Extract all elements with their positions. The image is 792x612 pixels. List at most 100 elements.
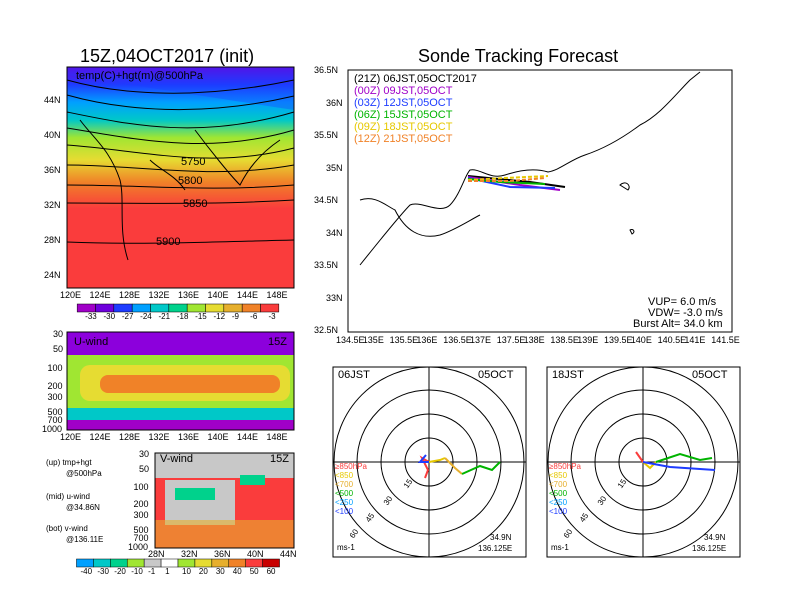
level-legend-entry: <700 [549, 480, 568, 489]
level-legend-entry: <250 [335, 498, 354, 507]
pressure-tick: 700 [133, 533, 149, 543]
track-legend-entry: (06Z) 15JST,05OCT [354, 109, 453, 121]
wind-colorbar-swatch [110, 558, 128, 568]
track-legend-entry: (09Z) 18JST,05OCT [354, 121, 453, 133]
lon-tick: 132E [148, 432, 170, 442]
lon-tick: 124E [89, 290, 111, 300]
temp-colorbar-swatch [150, 303, 170, 313]
vwind-frame [154, 452, 295, 549]
wind-colorbar-swatch [93, 558, 111, 568]
wind-colorbar-label: 1 [165, 567, 170, 576]
lat-tick: 32N [44, 200, 61, 210]
lat-tick: 36N [214, 549, 231, 559]
left-map-title: 15Z,04OCT2017 (init) [80, 46, 255, 66]
lon-tick: 132E [148, 290, 170, 300]
kii-coast [359, 198, 481, 237]
pressure-tick: 50 [139, 464, 150, 474]
pressure-tick: 500 [47, 407, 63, 417]
wind-colorbar-label: -30 [97, 567, 109, 576]
hodograph-1 [332, 366, 527, 558]
lat-tick: 32N [181, 549, 198, 559]
track-legend-entry: (12Z) 21JST,05OCT [354, 133, 453, 145]
hodo1-lat: 34.9N [490, 533, 512, 542]
lat-tick: 35.5N [314, 130, 339, 140]
wind-colorbar-swatch [177, 558, 196, 568]
temp-colorbar [76, 303, 280, 313]
lat-tick: 34N [326, 227, 343, 238]
temp-colorbar-swatch [113, 303, 133, 313]
lon-tick: 124E [89, 432, 111, 442]
temp-colorbar-label: -33 [85, 312, 97, 321]
temp-colorbar-swatch [205, 303, 225, 313]
legend-bot2: @136.11E [66, 535, 104, 544]
vwind-green [175, 488, 215, 500]
lat-tick: 44N [44, 95, 61, 105]
lon-tick: 148E [266, 290, 288, 300]
pressure-tick: 300 [133, 510, 149, 520]
wind-colorbar-label: 10 [182, 567, 191, 576]
hodo1-lon: 136.125E [478, 544, 513, 553]
track-map-frame [347, 69, 733, 333]
temp-colorbar-label: -27 [121, 312, 134, 321]
coastline [79, 119, 281, 261]
track-legend-entry: (21Z) 06JST,05OCT2017 [354, 73, 477, 85]
hodo1-date: 05OCT [478, 369, 514, 381]
hodo2-lon: 136.125E [692, 544, 727, 553]
level-legend-entry: <100 [335, 507, 354, 516]
lon-tick: 144E [237, 432, 259, 442]
contour-label: 5750 [181, 156, 206, 168]
hodo2-unit: ms-1 [551, 543, 569, 552]
temp-colorbar-swatch [76, 303, 96, 313]
lon-tick: 136E [178, 432, 200, 442]
uwind-label: U-wind [74, 336, 109, 348]
lon-tick: 137.5E [496, 335, 526, 345]
lat-tick: 24N [44, 270, 61, 280]
lat-tick: 28N [44, 235, 61, 245]
vwind-lower [155, 520, 294, 548]
hodo2-date: 05OCT [692, 369, 728, 381]
lon-tick: 140E [207, 432, 229, 442]
lon-tick: 139E [577, 335, 599, 345]
track-legend-entry: (00Z) 09JST,05OCT [354, 85, 453, 97]
temp-colorbar-swatch [260, 303, 280, 313]
vwind-grey [155, 453, 294, 478]
lon-tick: 139.5E [604, 335, 633, 345]
hodo1-unit: ms-1 [337, 543, 355, 552]
track-title: Sonde Tracking Forecast [418, 46, 619, 66]
cold-region [67, 67, 294, 110]
wind-colorbar-label: -1 [148, 567, 156, 576]
lon-tick: 136.5E [443, 335, 472, 345]
wind-colorbar-swatch [262, 558, 280, 568]
hodo2-time: 18JST [552, 369, 584, 381]
contour-label: 5850 [183, 198, 208, 210]
sonde-tracks [467, 175, 566, 191]
temp-colorbar-label: -12 [213, 312, 226, 321]
lat-tick: 33N [326, 292, 343, 303]
vdw-param: VDW= -3.0 m/s [648, 307, 723, 319]
hodo1-time: 06JST [338, 369, 370, 381]
wind-colorbar [76, 558, 280, 568]
temp-colorbar-label: -30 [103, 312, 116, 321]
temp-colorbar-label: -24 [140, 312, 152, 321]
lon-tick: 135E [362, 335, 384, 345]
wind-colorbar-swatch [76, 558, 94, 568]
level-legend-entry: <850 [549, 471, 568, 480]
lat-tick: 33.5N [314, 260, 339, 270]
uwind-time: 15Z [268, 336, 287, 348]
pressure-tick: 30 [53, 329, 64, 339]
uwind-low [67, 420, 294, 430]
pressure-tick: 50 [53, 344, 64, 354]
wind-colorbar-label: 30 [215, 567, 225, 576]
burst-param: Burst Alt= 34.0 km [633, 318, 723, 330]
level-legend-entry: <850 [335, 471, 354, 480]
lon-tick: 136E [178, 290, 200, 300]
pressure-tick: 1000 [42, 424, 63, 434]
japan-coast [359, 71, 701, 266]
temp-colorbar-swatch [95, 303, 115, 313]
level-legend-entry: ≥850hPa [549, 462, 581, 471]
wind-colorbar-label: 50 [249, 567, 259, 576]
level-legend-entry: <250 [549, 498, 568, 507]
contour-label: 5900 [156, 236, 181, 248]
vup-param: VUP= 6.0 m/s [648, 296, 717, 308]
